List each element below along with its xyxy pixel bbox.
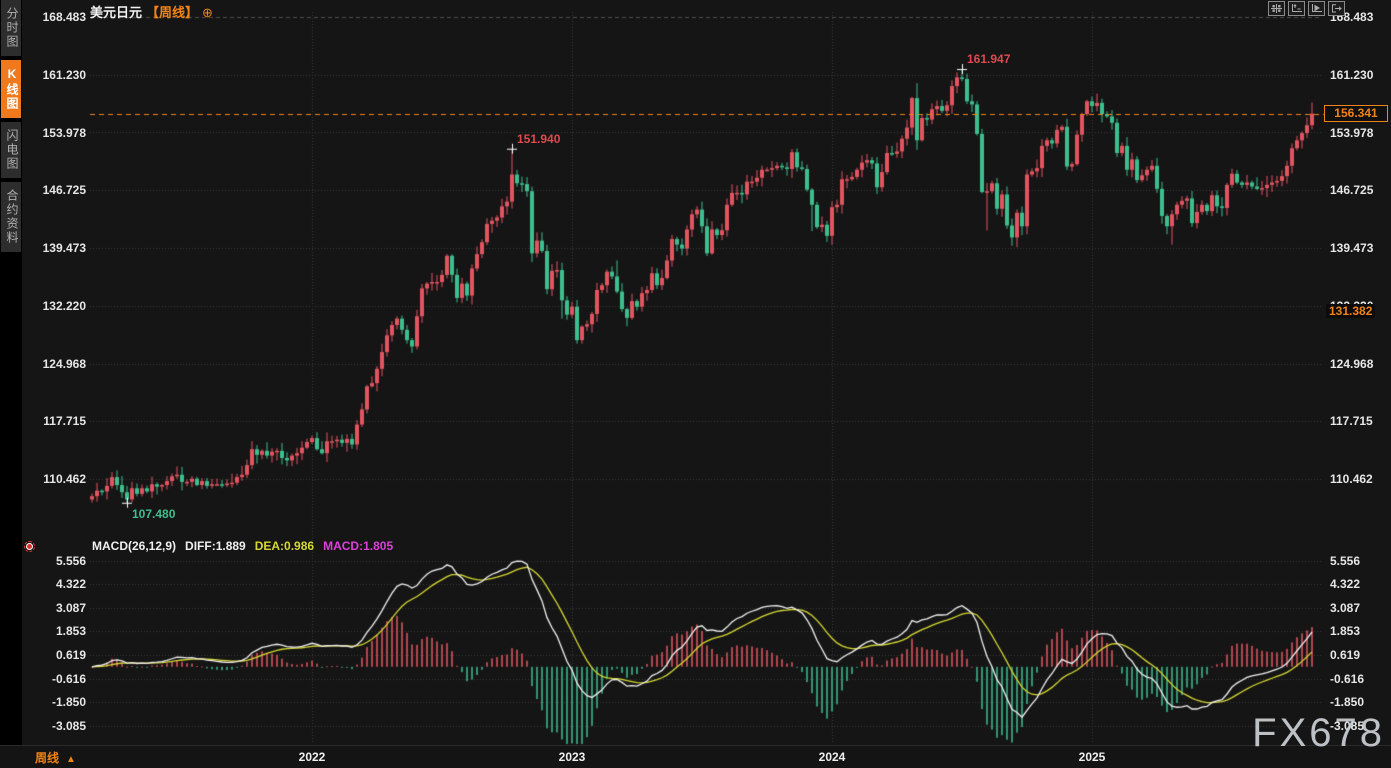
price-axis-label-left: 146.725 (42, 183, 86, 198)
macd-dea-value: DEA:0.986 (254, 539, 315, 553)
secondary-price-badge: 131.382 (1326, 304, 1376, 319)
macd-header: MACD(26,12,9) DIFF:1.889 DEA:0.986 MACD:1.8… (92, 539, 402, 553)
year-label[interactable]: 2023 (558, 750, 586, 764)
macd-axis-label-right: 1.853 (1330, 624, 1361, 639)
macd-axis-label-right: -3.085 (1330, 718, 1365, 733)
sidebar-tab-分时图[interactable]: 分时图 (1, 0, 21, 56)
price-axis-label-right: 139.473 (1330, 241, 1374, 255)
exit-scale-tool-icon[interactable] (1328, 1, 1345, 16)
macd-title: MACD(26,12,9) (92, 539, 177, 553)
macd-axis-label-right: 5.556 (1330, 553, 1361, 568)
macd-axis-label-left: 5.556 (55, 553, 86, 568)
macd-axis-label-left: 4.322 (55, 577, 86, 592)
add-indicator-icon[interactable]: ⊕ (202, 5, 213, 20)
high-price-marker: 151.940 (517, 131, 561, 146)
price-axis-label-right: 153.978 (1330, 125, 1374, 140)
chart-title: 美元日元 【周线】 ⊕ (90, 2, 213, 21)
price-axis-label-left: 124.968 (42, 356, 86, 371)
sidebar-tab-合约资料[interactable]: 合约资料 (1, 182, 21, 252)
current-price-badge: 156.341 (1324, 105, 1388, 123)
price-axis-label-left: 153.978 (42, 125, 86, 140)
macd-macd-value: MACD:1.805 (323, 539, 394, 553)
period-tag: 【周线】 (146, 5, 199, 20)
period-arrow-icon: ▲ (66, 754, 76, 765)
price-axis-label-left: 110.462 (43, 472, 86, 486)
year-label[interactable]: 2025 (1078, 750, 1106, 764)
macd-axis-label-left: -1.850 (51, 695, 86, 710)
macd-axis-label-right: -0.616 (1330, 671, 1365, 686)
axis-zoom-tool-icon[interactable] (1288, 1, 1305, 16)
macd-axis-label-left: 0.619 (55, 647, 86, 662)
autoscroll-tool-icon[interactable] (1308, 1, 1325, 16)
high-price-marker: 161.947 (967, 52, 1011, 67)
price-axis-label-left: 139.473 (42, 241, 86, 255)
watermark: FX678 (1252, 711, 1385, 755)
period-selector[interactable]: 周线 ▲ (35, 749, 76, 766)
macd-axis-label-right: 3.087 (1330, 600, 1361, 615)
pan-tool-icon[interactable] (1268, 1, 1285, 16)
year-label[interactable]: 2024 (818, 750, 846, 764)
macd-axis-label-left: 3.087 (55, 600, 86, 615)
chart-type-rail: 分时图 K线图闪电图合约资料 (0, 0, 22, 768)
macd-axis-label-right: -1.850 (1330, 695, 1365, 710)
macd-axis-label-left: -0.616 (51, 671, 86, 686)
sidebar-tab-K线图[interactable]: K线图 (1, 60, 21, 118)
low-price-marker: 107.480 (132, 506, 176, 521)
sidebar-tab-闪电图[interactable]: 闪电图 (1, 122, 21, 178)
price-axis-label-left: 168.483 (42, 10, 86, 24)
period-label: 周线 (35, 751, 60, 765)
macd-axis-label-left: -3.085 (51, 718, 86, 733)
macd-axis-label-right: 0.619 (1330, 647, 1361, 662)
time-axis-bar (0, 745, 1391, 768)
price-axis-label-left: 161.230 (42, 67, 86, 82)
price-axis-label-right: 146.725 (1330, 183, 1374, 198)
symbol-name: 美元日元 (90, 5, 143, 20)
price-axis-label-right: 117.715 (1330, 414, 1373, 429)
macd-axis-label-right: 4.322 (1330, 577, 1361, 592)
live-indicator-icon[interactable] (23, 540, 36, 553)
macd-axis-label-left: 1.853 (55, 624, 86, 639)
price-axis-label-right: 110.462 (1330, 472, 1373, 486)
chart-toolbar (1268, 1, 1345, 16)
price-axis-label-left: 132.220 (42, 298, 86, 313)
price-axis-label-right: 161.230 (1330, 67, 1374, 82)
price-axis-label-left: 117.715 (43, 414, 86, 429)
macd-diff-value: DIFF:1.889 (185, 539, 246, 553)
year-label[interactable]: 2022 (298, 750, 326, 764)
price-axis-label-right: 124.968 (1330, 356, 1374, 371)
